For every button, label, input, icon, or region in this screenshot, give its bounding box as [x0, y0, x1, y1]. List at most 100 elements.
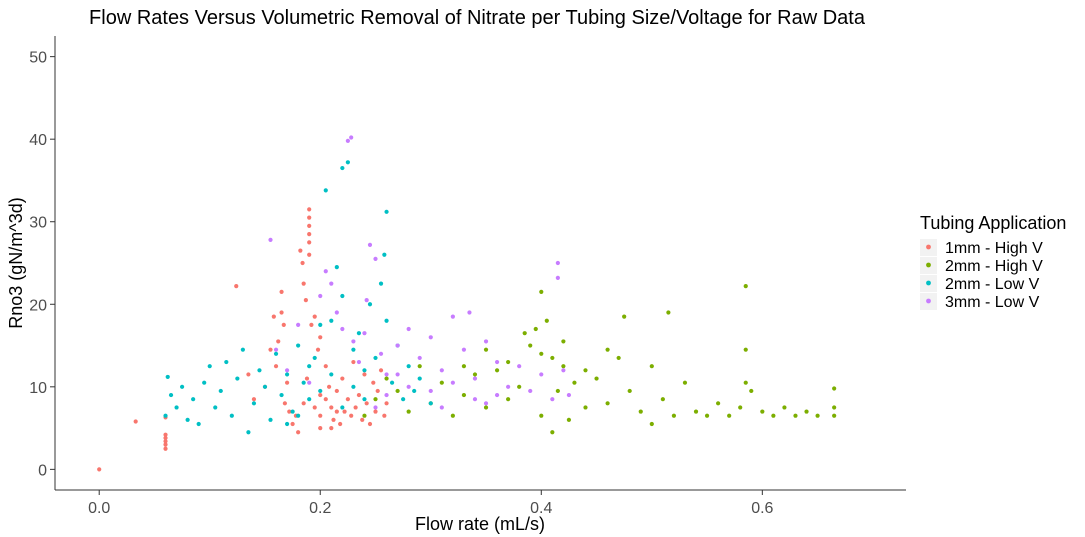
data-point: [517, 384, 522, 389]
data-point: [307, 232, 312, 237]
data-point: [494, 359, 500, 365]
x-tick-label: 0.6: [751, 500, 773, 517]
data-point: [351, 339, 356, 344]
y-tick-label: 0: [38, 462, 47, 479]
data-point: [533, 326, 538, 332]
data-point: [331, 417, 336, 422]
data-point: [257, 368, 262, 373]
data-point: [303, 298, 308, 303]
data-point: [782, 405, 787, 410]
data-point: [163, 442, 168, 447]
data-point: [318, 388, 323, 394]
legend-label: 3mm - Low V: [945, 294, 1040, 311]
data-point: [384, 392, 389, 398]
x-tick-label: 0.0: [88, 500, 110, 517]
data-point: [371, 380, 376, 385]
data-point: [300, 260, 305, 266]
data-point: [461, 347, 467, 352]
y-tick-label: 30: [29, 215, 47, 232]
data-point: [738, 405, 743, 410]
data-point: [544, 318, 549, 323]
data-point: [307, 215, 312, 220]
data-point: [340, 376, 345, 381]
data-point: [234, 284, 239, 289]
data-point: [307, 380, 312, 385]
data-point: [133, 419, 138, 424]
data-point: [307, 223, 312, 228]
data-point: [309, 322, 314, 328]
data-point: [356, 392, 362, 398]
data-point: [323, 397, 328, 402]
data-point: [235, 376, 240, 381]
data-point: [622, 314, 627, 319]
data-point: [168, 392, 174, 398]
data-point: [716, 401, 721, 406]
data-point: [329, 281, 334, 286]
data-point: [494, 392, 500, 398]
data-point: [334, 388, 339, 394]
data-point: [506, 397, 511, 402]
data-point: [395, 343, 400, 348]
data-point: [378, 351, 384, 356]
data-point: [315, 347, 321, 352]
data-point: [506, 384, 511, 389]
data-point: [555, 275, 560, 280]
data-point: [539, 413, 544, 418]
data-point: [279, 392, 284, 398]
data-point: [349, 135, 354, 140]
data-point: [832, 413, 837, 418]
data-point: [318, 335, 323, 340]
data-point: [561, 368, 566, 373]
data-point: [340, 165, 345, 171]
data-point: [284, 368, 290, 373]
x-tick-label: 0.2: [309, 500, 331, 517]
data-point: [362, 368, 367, 373]
data-point: [417, 376, 422, 381]
data-point: [356, 331, 362, 336]
y-tick-label: 40: [29, 132, 47, 149]
data-point: [572, 380, 577, 385]
data-point: [345, 397, 350, 402]
series-1: [362, 284, 837, 435]
data-point: [439, 380, 444, 385]
data-point: [561, 339, 566, 344]
data-point: [334, 265, 339, 270]
data-point: [224, 359, 229, 365]
y-tick-label: 50: [29, 50, 47, 67]
data-point: [566, 417, 572, 422]
x-axis-ticks: 0.0 0.2 0.4 0.6: [88, 490, 774, 517]
data-point: [329, 425, 334, 431]
data-point: [428, 335, 433, 340]
data-point: [693, 409, 699, 414]
data-point: [649, 364, 654, 369]
data-point: [174, 405, 179, 410]
x-axis-label: Flow rate (mL/s): [415, 514, 545, 534]
data-point: [373, 405, 378, 410]
data-point: [583, 405, 588, 410]
data-point: [304, 376, 310, 381]
data-point: [338, 421, 343, 427]
data-point: [163, 435, 168, 441]
data-point: [638, 409, 643, 414]
data-point: [401, 397, 406, 402]
data-point: [373, 397, 378, 402]
data-point: [163, 413, 168, 418]
data-point: [384, 401, 389, 406]
data-point: [218, 388, 223, 394]
plot-area: [97, 135, 837, 472]
data-point: [771, 413, 776, 418]
data-point: [296, 322, 301, 328]
data-point: [307, 252, 312, 257]
data-point: [334, 310, 339, 315]
data-point: [179, 384, 185, 389]
data-point: [406, 409, 411, 414]
data-point: [450, 380, 455, 385]
data-point: [284, 421, 290, 427]
data-point: [284, 380, 290, 385]
series-3: [268, 135, 572, 410]
legend-label: 2mm - Low V: [945, 276, 1040, 293]
legend-label: 1mm - High V: [945, 240, 1043, 257]
data-point: [362, 397, 367, 402]
y-tick-label: 10: [29, 380, 47, 397]
data-point: [494, 368, 500, 373]
